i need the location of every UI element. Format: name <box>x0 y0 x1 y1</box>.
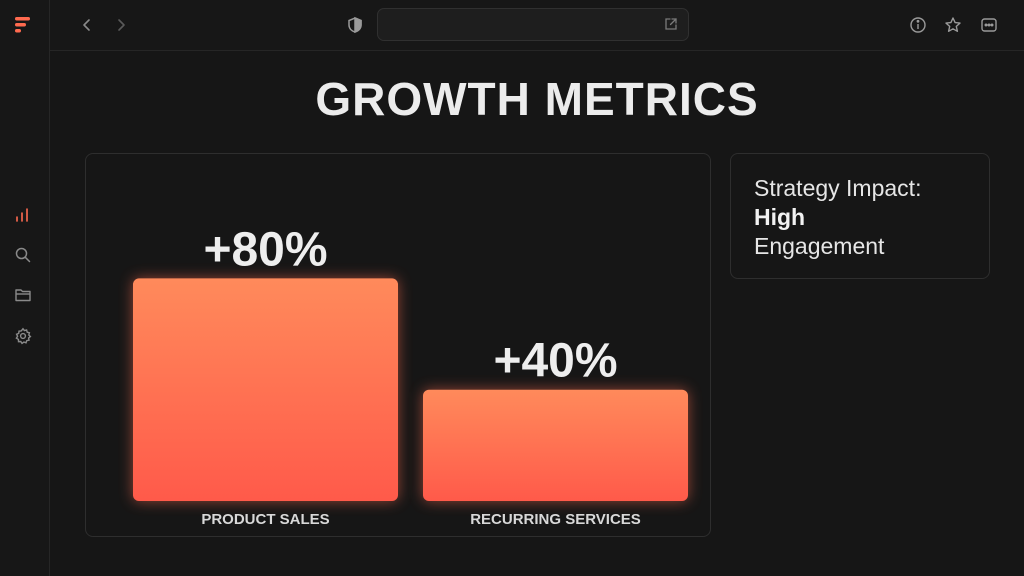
more-icon[interactable] <box>980 16 998 34</box>
bar-product-sales <box>133 278 398 501</box>
search-icon[interactable] <box>14 246 32 264</box>
shield-icon[interactable] <box>346 16 364 34</box>
chart-panel: +80% PRODUCT SALES +40% RECURRING SERVICES <box>85 153 711 537</box>
category-label: RECURRING SERVICES <box>470 511 641 528</box>
impact-heading: Strategy Impact: <box>754 175 922 201</box>
bar-value-label: +40% <box>493 335 617 388</box>
bar-chart: +80% PRODUCT SALES +40% RECURRING SERVICES <box>133 223 688 528</box>
category-label: PRODUCT SALES <box>201 511 329 528</box>
address-bar[interactable] <box>377 8 689 41</box>
folder-icon[interactable] <box>14 286 32 304</box>
gear-icon[interactable] <box>14 327 32 345</box>
external-link-icon[interactable] <box>664 17 678 31</box>
back-icon[interactable] <box>78 16 96 34</box>
bar-value-label: +80% <box>203 223 327 276</box>
star-icon[interactable] <box>944 16 962 34</box>
impact-level: High <box>754 204 806 230</box>
bar-recurring-services <box>423 389 688 501</box>
forward-icon[interactable] <box>112 16 130 34</box>
impact-metric: Engagement <box>754 233 885 259</box>
sidebar <box>0 0 50 576</box>
strategy-impact-card: Strategy Impact: High Engagement <box>730 153 990 279</box>
app-logo-icon[interactable] <box>13 15 33 35</box>
page-title: GROWTH METRICS <box>315 73 759 125</box>
info-icon[interactable] <box>909 16 927 34</box>
browser-toolbar <box>50 0 1024 51</box>
chart-bar-icon[interactable] <box>14 206 32 224</box>
